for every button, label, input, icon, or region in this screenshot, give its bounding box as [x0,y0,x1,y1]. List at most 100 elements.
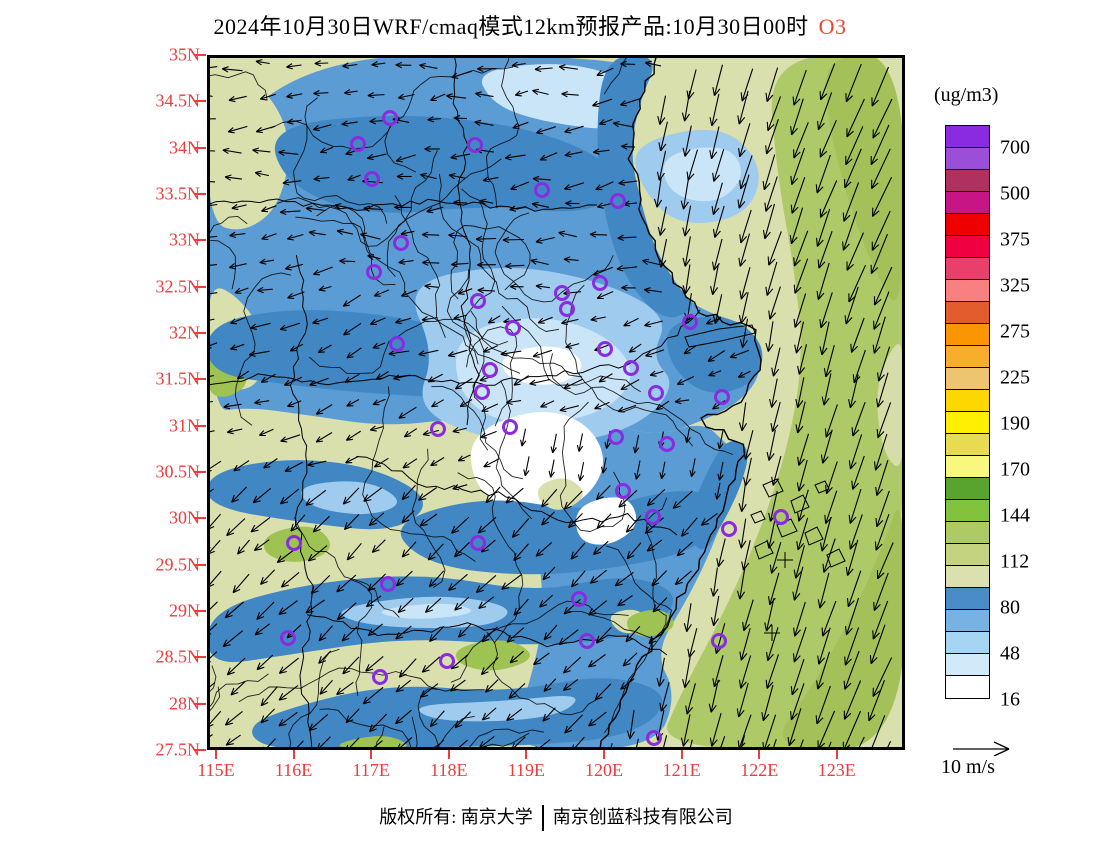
wind-vector [769,286,781,320]
wind-vector [871,210,891,251]
lon-label-120E: 120E [585,760,623,780]
wind-vector [674,570,692,586]
wind-vector [623,317,639,327]
wind-vector [261,205,277,212]
wind-vector [738,174,750,209]
station-marker [773,509,789,525]
wind-vector [687,69,697,100]
lat-tick [195,471,206,473]
wind-vector [207,488,214,495]
wind-vector [367,94,385,97]
wind-vector [563,378,583,389]
wind-vector [849,514,863,550]
boundary-line [295,216,479,365]
wind-vector [563,291,582,295]
wind-vector [336,602,357,621]
boundary-line [207,215,248,266]
wind-vector [571,570,586,588]
wind-vector [260,93,276,100]
wind-vector [683,344,698,355]
wind-vector [249,350,270,356]
legend-value-500: 500 [1000,182,1030,205]
wind-vector [483,458,500,468]
lat-tick [195,749,206,751]
wind-vector [768,429,776,461]
wind-vector [309,377,329,386]
lat-tick [195,285,206,288]
lon-tick [758,750,761,759]
wind-vector [767,627,779,661]
boundary-line [411,448,446,588]
wind-vector [346,430,361,441]
wind-vector [768,231,782,266]
wind-vector [730,349,749,358]
wind-vector [791,98,804,136]
wind-vector [684,264,691,294]
wind-vector [524,456,530,476]
wind-vector [616,266,638,270]
wind-vector [513,375,530,386]
boundary-line [645,497,668,634]
lat-label-32N: 32N [169,322,200,343]
legend-value-16: 16 [1000,688,1020,711]
wind-vector [453,201,468,204]
border-line [207,198,598,212]
boundary-line [549,353,733,455]
wind-vector [541,488,558,508]
wind-vector [825,404,838,438]
legend-value-325: 325 [1000,274,1030,297]
wind-vector [868,680,886,722]
wind-vector [552,433,557,454]
station-marker [439,653,455,669]
wind-vector [485,679,499,693]
lon-label-122E: 122E [740,760,779,780]
wind-vector [816,208,831,247]
wind-vector [457,288,473,295]
lat-label-35N: 35N [169,44,200,65]
wind-vector [625,515,642,533]
contour-region [419,696,576,722]
wind-vector [535,541,553,557]
wind-vector [793,122,809,159]
wind-vector [877,372,889,408]
wind-vector [505,264,525,267]
wind-vector [821,321,830,356]
wind-vector [374,457,389,468]
lat-tick [195,702,206,705]
wind-vector [420,683,439,698]
wind-vector [541,511,555,526]
station-marker [659,436,675,452]
wind-vector [771,739,777,750]
wind-vector [713,64,724,96]
wind-vector [395,317,412,324]
wind-vector [422,233,440,236]
lat-label-32.5N: 32.5N [155,276,201,297]
colorbar-box [946,280,989,302]
lon-label-118E: 118E [430,760,468,780]
wind-vector [744,430,754,460]
colorbar-box [946,126,989,148]
wind-vector [488,315,501,324]
wind-vector [229,263,247,269]
lon-tick [603,750,605,759]
wind-vector [362,686,384,705]
wind-vector [401,289,417,297]
station-marker [648,385,664,401]
wind-vector [222,68,243,72]
wind-vector [876,460,889,496]
colorbar-box [946,478,989,500]
wind-vector [825,461,838,494]
contour-region [400,491,720,575]
wind-vector [479,200,494,204]
boundary-line [350,579,373,696]
wind-vector [594,344,609,351]
wind-vector [658,150,667,181]
lon-tick [525,750,528,759]
wind-vector [849,488,862,524]
island-outline [814,480,830,494]
wind-vector [482,176,499,182]
wind-vector [770,542,782,574]
station-marker [470,293,486,309]
wind-vector [629,710,635,740]
wind-vector [872,600,889,640]
